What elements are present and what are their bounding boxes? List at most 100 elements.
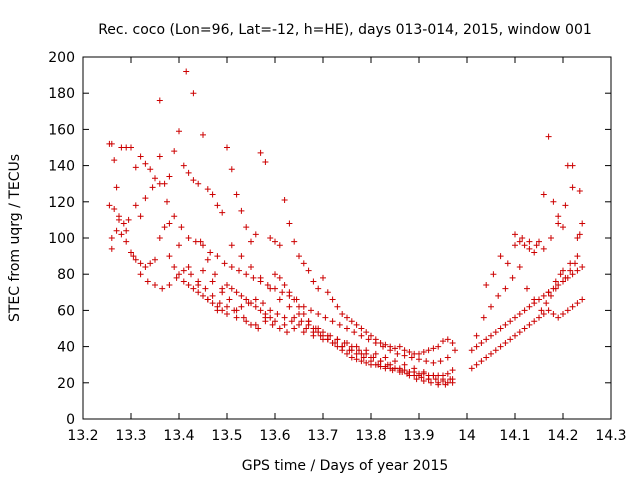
data-point bbox=[308, 307, 314, 314]
data-point bbox=[212, 271, 218, 278]
data-point bbox=[298, 318, 305, 325]
data-point bbox=[512, 314, 518, 321]
data-point bbox=[209, 278, 216, 285]
data-point bbox=[526, 321, 533, 328]
data-point bbox=[279, 289, 286, 296]
data-point bbox=[483, 336, 490, 343]
data-point bbox=[406, 372, 413, 379]
data-point bbox=[185, 263, 192, 270]
data-point bbox=[416, 372, 422, 379]
data-point bbox=[521, 307, 528, 314]
data-point bbox=[149, 184, 156, 191]
data-point bbox=[334, 336, 341, 343]
data-point bbox=[550, 198, 557, 205]
data-point bbox=[545, 289, 552, 296]
axes: 13.2 13.3 13.4 13.5 13.6 13.7 13.8 13.9 14 14.1 14… bbox=[48, 50, 626, 444]
data-point bbox=[176, 271, 182, 278]
x-tick-label: 13.2 bbox=[67, 428, 98, 444]
data-point bbox=[214, 253, 221, 260]
data-point bbox=[344, 325, 350, 332]
data-point bbox=[264, 282, 271, 289]
data-point bbox=[411, 365, 418, 372]
data-point bbox=[449, 339, 456, 346]
data-point bbox=[262, 158, 269, 165]
data-point bbox=[483, 354, 490, 361]
data-point bbox=[267, 307, 274, 314]
y-tick-label: 80 bbox=[57, 267, 75, 283]
data-point bbox=[156, 153, 163, 160]
data-point bbox=[545, 133, 552, 140]
data-point bbox=[348, 354, 355, 361]
data-point bbox=[190, 177, 197, 184]
data-point bbox=[440, 338, 446, 345]
chart-title: Rec. coco (Lon=96, Lat=-12, h=HE), days … bbox=[98, 22, 592, 38]
data-point bbox=[185, 235, 192, 241]
data-point bbox=[552, 278, 559, 285]
data-point bbox=[161, 224, 168, 231]
data-point bbox=[339, 311, 346, 318]
data-point bbox=[557, 271, 564, 278]
data-point bbox=[166, 282, 173, 289]
data-point bbox=[152, 175, 158, 182]
data-point bbox=[495, 292, 502, 299]
data-point bbox=[142, 263, 149, 270]
data-point bbox=[248, 321, 254, 328]
data-point bbox=[401, 361, 408, 368]
data-point bbox=[243, 224, 250, 231]
data-point bbox=[195, 282, 202, 289]
data-point bbox=[540, 191, 547, 198]
data-point bbox=[423, 358, 430, 365]
data-point bbox=[375, 361, 382, 368]
data-point bbox=[185, 282, 192, 289]
data-point bbox=[512, 332, 518, 339]
data-point bbox=[233, 314, 240, 321]
data-point bbox=[363, 329, 370, 336]
data-point bbox=[540, 311, 547, 318]
data-point bbox=[291, 296, 298, 303]
scatter-series bbox=[108, 224, 456, 379]
data-point bbox=[435, 343, 442, 350]
data-point bbox=[204, 186, 211, 193]
data-point bbox=[137, 260, 144, 267]
data-point bbox=[420, 377, 427, 384]
data-point bbox=[137, 153, 144, 160]
data-point bbox=[156, 235, 163, 241]
data-point bbox=[502, 321, 509, 328]
data-point bbox=[574, 300, 581, 307]
data-point bbox=[444, 370, 451, 377]
data-point bbox=[387, 347, 394, 354]
data-point bbox=[221, 260, 228, 267]
data-point bbox=[224, 282, 230, 289]
data-point bbox=[504, 260, 511, 267]
data-point bbox=[228, 166, 235, 173]
data-point bbox=[562, 202, 569, 209]
data-point bbox=[243, 318, 250, 325]
data-point bbox=[564, 307, 571, 314]
data-point bbox=[428, 379, 434, 386]
data-point bbox=[435, 381, 442, 388]
data-point bbox=[238, 207, 245, 214]
data-point bbox=[348, 318, 355, 325]
data-point bbox=[123, 227, 130, 234]
data-point bbox=[281, 282, 288, 289]
data-point bbox=[291, 238, 298, 245]
data-point bbox=[394, 350, 401, 357]
scatter-series bbox=[108, 216, 454, 384]
data-point bbox=[305, 318, 312, 325]
data-point bbox=[576, 187, 583, 194]
data-point bbox=[360, 354, 367, 361]
data-point bbox=[344, 339, 350, 346]
data-point bbox=[502, 339, 509, 346]
scatter-series bbox=[106, 180, 458, 366]
data-point bbox=[257, 307, 264, 314]
y-tick-label: 120 bbox=[48, 195, 75, 211]
data-point bbox=[250, 274, 257, 281]
data-point bbox=[488, 350, 494, 357]
data-point bbox=[353, 321, 360, 328]
data-point bbox=[286, 303, 293, 310]
data-point bbox=[214, 307, 221, 314]
data-point bbox=[507, 336, 514, 343]
data-point bbox=[384, 361, 391, 368]
scatter-series bbox=[468, 296, 586, 372]
